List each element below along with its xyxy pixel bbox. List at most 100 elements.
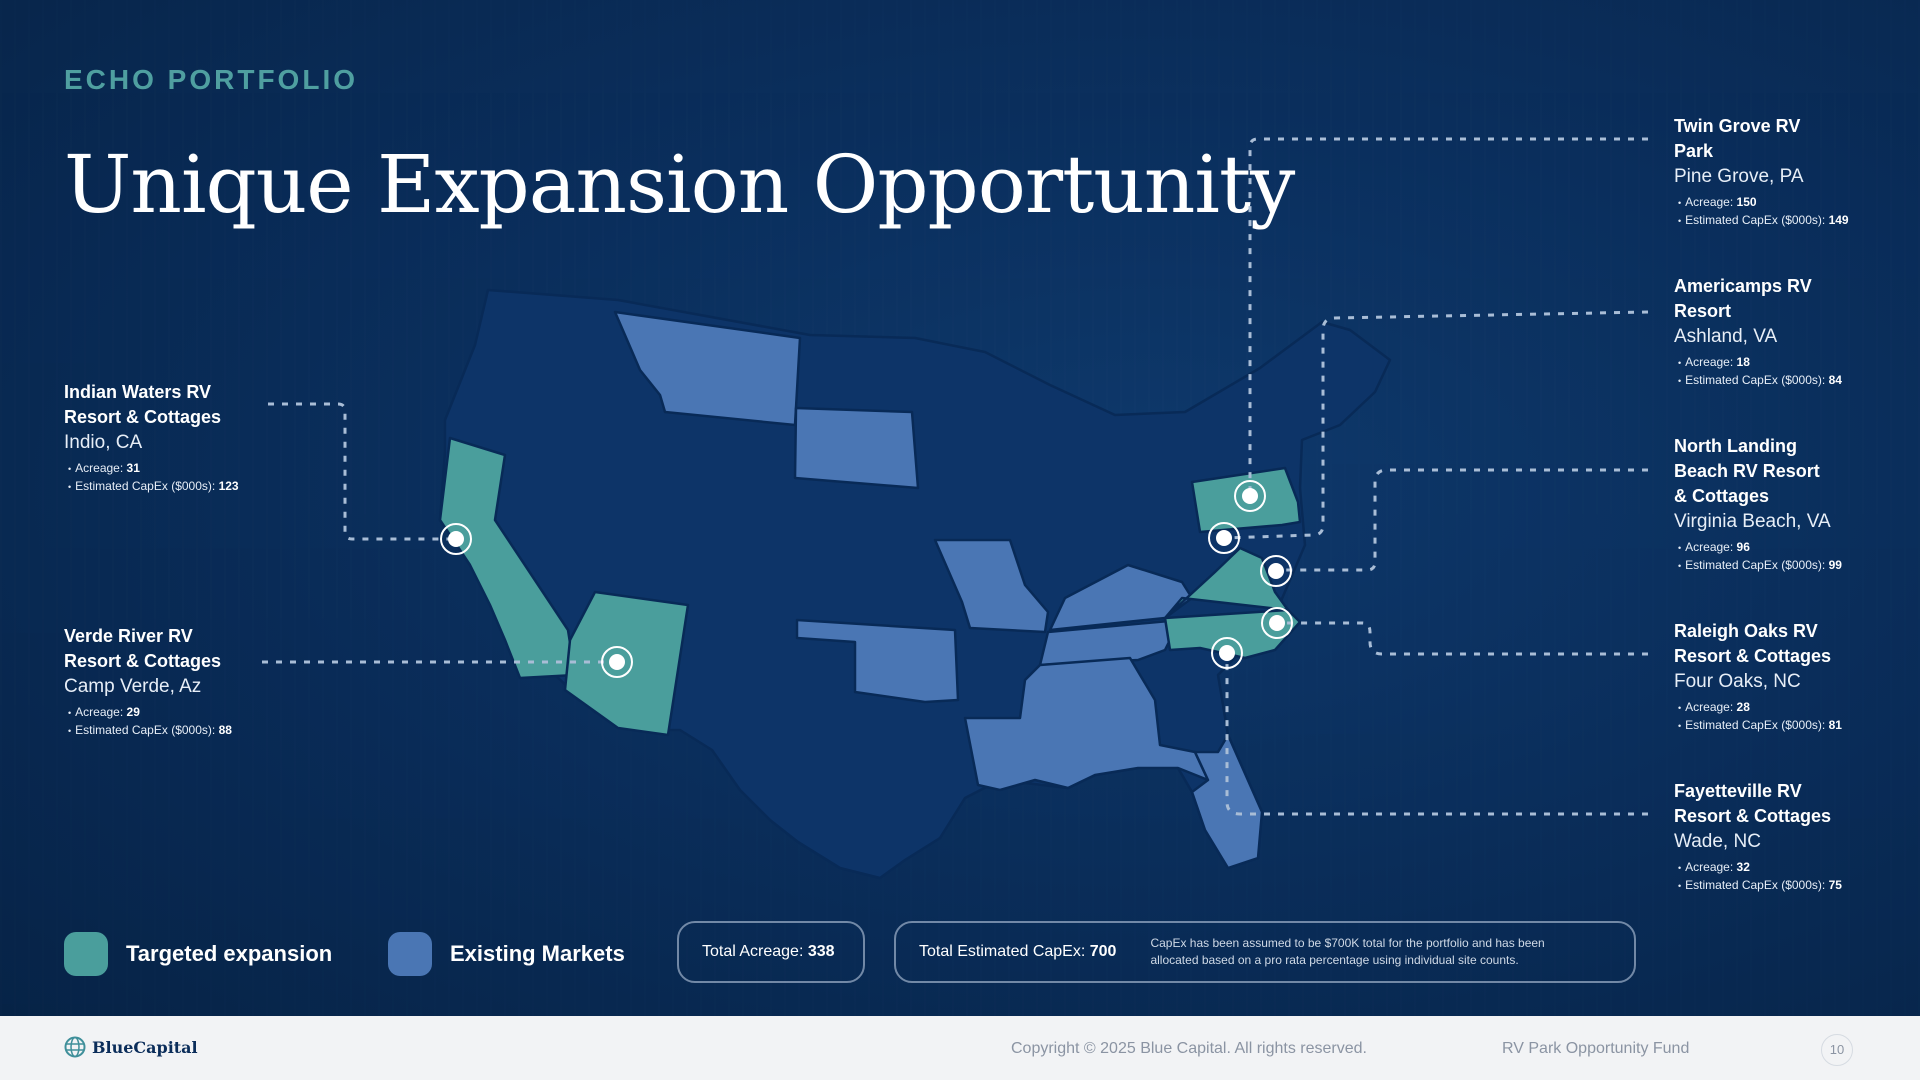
total-acreage-label: Total Acreage: (702, 943, 804, 960)
logo: BlueCapital (64, 1036, 198, 1058)
site-capex: Estimated CapEx ($000s): 84 (1685, 372, 1894, 390)
state-virginia (1163, 546, 1290, 620)
total-capex-label: Total Estimated CapEx: (919, 943, 1086, 960)
total-acreage-value: 338 (807, 943, 835, 960)
site-location: Indio, CA (64, 432, 143, 453)
site-four-oaks: Raleigh Oaks RV Resort & Cottages Four O… (1674, 619, 1894, 735)
capex-note: CapEx has been assumed to be $700K total… (1150, 936, 1545, 967)
marker-pine-grove[interactable] (1234, 480, 1266, 512)
leader-lines (262, 137, 1649, 816)
site-location: Camp Verde, Az (64, 676, 202, 697)
site-name: Americamps RV Resort (1674, 276, 1812, 321)
leader-wade (1225, 652, 1648, 816)
site-ashland: Americamps RV Resort Ashland, VA Acreage… (1674, 274, 1894, 390)
acreage-value: 29 (126, 705, 140, 719)
targeted-label: Targeted expansion (126, 941, 333, 966)
site-name: Twin Grove RV Park (1674, 116, 1801, 161)
capex-value: 75 (1828, 878, 1842, 892)
capex-value: 99 (1828, 558, 1842, 572)
acreage-label: Acreage: (75, 705, 124, 719)
state-montana (613, 310, 802, 427)
capex-label: Estimated CapEx ($000s): (75, 479, 216, 493)
capex-value: 123 (218, 479, 239, 493)
page-number: 10 (1821, 1034, 1853, 1066)
total-capex-value: 700 (1089, 943, 1117, 960)
site-location: Virginia Beach, VA (1674, 511, 1831, 532)
copyright: Copyright © 2025 Blue Capital. All right… (1011, 1040, 1367, 1057)
capex-label: Estimated CapEx ($000s): (75, 723, 216, 737)
marker-four-oaks[interactable] (1261, 607, 1293, 639)
globe-icon (64, 1036, 86, 1058)
site-stats: Acreage: 29 Estimated CapEx ($000s): 88 (64, 704, 284, 740)
marker-ashland[interactable] (1208, 522, 1240, 554)
capex-label: Estimated CapEx ($000s): (1685, 558, 1826, 572)
site-virginia-beach: North Landing Beach RV Resort & Cottages… (1674, 434, 1894, 575)
capex-value: 81 (1828, 718, 1842, 732)
acreage-value: 28 (1736, 700, 1750, 714)
marker-camp-verde[interactable] (601, 646, 633, 678)
targeted-swatch (64, 932, 108, 976)
site-acreage: Acreage: 96 (1685, 539, 1894, 557)
total-capex-pill: Total Estimated CapEx: 700 CapEx has bee… (894, 921, 1636, 983)
leader-virginia-beach (1276, 468, 1648, 572)
state-south-dakota (793, 406, 920, 490)
site-acreage: Acreage: 29 (75, 704, 284, 722)
leader-pine-grove (1248, 137, 1648, 492)
acreage-value: 31 (126, 461, 140, 475)
capex-label: Estimated CapEx ($000s): (1685, 213, 1826, 227)
logo-text: BlueCapital (92, 1037, 198, 1057)
marker-wade[interactable] (1211, 637, 1243, 669)
fund-name: RV Park Opportunity Fund (1502, 1040, 1690, 1057)
marker-indio[interactable] (440, 523, 472, 555)
site-acreage: Acreage: 28 (1685, 699, 1894, 717)
us-map (262, 137, 1649, 880)
site-name: North Landing Beach RV Resort & Cottages (1674, 436, 1820, 506)
existing-swatch (388, 932, 432, 976)
eyebrow-label: ECHO PORTFOLIO (64, 64, 358, 95)
capex-label: Estimated CapEx ($000s): (1685, 718, 1826, 732)
marker-virginia-beach[interactable] (1260, 555, 1292, 587)
site-acreage: Acreage: 18 (1685, 354, 1894, 372)
state-arizona (563, 590, 690, 737)
acreage-label: Acreage: (1685, 700, 1734, 714)
site-acreage: Acreage: 31 (75, 460, 284, 478)
acreage-label: Acreage: (75, 461, 124, 475)
state-missouri (933, 538, 1050, 634)
state-california (438, 436, 577, 680)
site-location: Ashland, VA (1674, 326, 1778, 347)
capex-label: Estimated CapEx ($000s): (1685, 878, 1826, 892)
legend-existing: Existing Markets (388, 932, 625, 976)
acreage-value: 18 (1736, 355, 1750, 369)
site-indio: Indian Waters RV Resort & Cottages Indio… (64, 380, 284, 496)
site-name: Fayetteville RV Resort & Cottages (1674, 781, 1832, 826)
total-acreage-pill: Total Acreage: 338 (677, 921, 865, 983)
site-pine-grove: Twin Grove RV Park Pine Grove, PA Acreag… (1674, 114, 1894, 230)
state-tennessee (1038, 618, 1182, 667)
site-capex: Estimated CapEx ($000s): 81 (1685, 717, 1894, 735)
site-location: Wade, NC (1674, 831, 1761, 852)
site-stats: Acreage: 28 Estimated CapEx ($000s): 81 (1674, 699, 1894, 735)
site-acreage: Acreage: 150 (1685, 194, 1894, 212)
site-stats: Acreage: 18 Estimated CapEx ($000s): 84 (1674, 354, 1894, 390)
site-name: Verde River RV Resort & Cottages (64, 626, 222, 671)
acreage-label: Acreage: (1685, 540, 1734, 554)
acreage-label: Acreage: (1685, 195, 1734, 209)
site-location: Four Oaks, NC (1674, 671, 1801, 692)
site-stats: Acreage: 150 Estimated CapEx ($000s): 14… (1674, 194, 1894, 230)
acreage-value: 32 (1736, 860, 1750, 874)
site-name: Indian Waters RV Resort & Cottages (64, 382, 222, 427)
capex-value: 149 (1828, 213, 1849, 227)
leader-indio (268, 402, 455, 541)
site-capex: Estimated CapEx ($000s): 123 (75, 478, 284, 496)
capex-value: 84 (1828, 373, 1842, 387)
page-title: Unique Expansion Opportunity (64, 138, 1295, 231)
acreage-value: 150 (1736, 195, 1757, 209)
site-capex: Estimated CapEx ($000s): 99 (1685, 557, 1894, 575)
legend-targeted: Targeted expansion (64, 932, 332, 976)
site-wade: Fayetteville RV Resort & Cottages Wade, … (1674, 779, 1894, 895)
site-camp-verde: Verde River RV Resort & Cottages Camp Ve… (64, 624, 284, 740)
site-name: Raleigh Oaks RV Resort & Cottages (1674, 621, 1832, 666)
acreage-label: Acreage: (1685, 355, 1734, 369)
existing-label: Existing Markets (450, 941, 625, 966)
